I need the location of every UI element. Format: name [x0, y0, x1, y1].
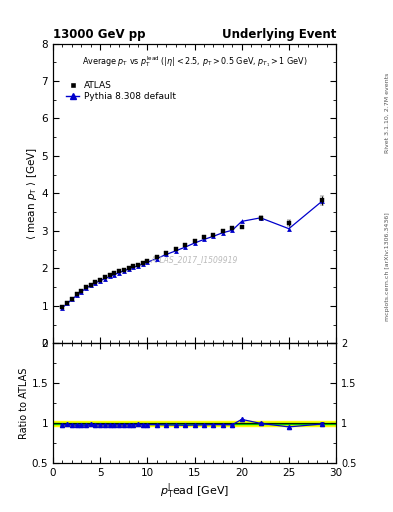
Point [130, 263, 136, 271]
Point [111, 270, 118, 279]
Point [59, 304, 66, 312]
Legend: ATLAS, Pythia 8.308 default: ATLAS, Pythia 8.308 default [63, 78, 179, 104]
Text: 13000 GeV pp: 13000 GeV pp [53, 28, 145, 41]
Point [125, 265, 132, 273]
Point [102, 274, 108, 283]
Point [78, 288, 84, 296]
Point [201, 236, 207, 244]
Point [220, 229, 226, 237]
Point [135, 262, 141, 270]
Text: Underlying Event: Underlying Event [222, 28, 336, 41]
Point [144, 258, 151, 266]
Point [92, 279, 99, 287]
Point [163, 250, 169, 259]
Point [191, 239, 198, 247]
Point [257, 214, 264, 222]
Point [286, 225, 292, 233]
Text: ATLAS_2017_I1509919: ATLAS_2017_I1509919 [151, 255, 238, 264]
Text: mcplots.cern.ch [arXiv:1306.3436]: mcplots.cern.ch [arXiv:1306.3436] [385, 212, 389, 321]
Point [121, 267, 127, 275]
Point [97, 276, 103, 285]
Point [154, 254, 160, 263]
Point [140, 260, 146, 268]
Point [173, 247, 179, 255]
Point [83, 284, 89, 292]
Point [116, 268, 122, 276]
X-axis label: $p_\mathrm{T}^\mathrm{l}$ead [GeV]: $p_\mathrm{T}^\mathrm{l}$ead [GeV] [160, 481, 229, 501]
Y-axis label: Ratio to ATLAS: Ratio to ATLAS [19, 368, 29, 439]
Point [182, 243, 188, 251]
Point [64, 300, 70, 308]
Point [73, 291, 80, 300]
Text: Rivet 3.1.10, 2.7M events: Rivet 3.1.10, 2.7M events [385, 73, 389, 153]
Point [229, 226, 235, 234]
Point [107, 272, 113, 281]
Point [319, 197, 325, 205]
Text: Average $p_\mathrm{T}$ vs $p_\mathrm{T}^\mathrm{lead}$ ($|\eta|<2.5$, $p_\mathrm: Average $p_\mathrm{T}$ vs $p_\mathrm{T}^… [82, 54, 307, 69]
Point [88, 281, 94, 289]
Point [210, 232, 217, 240]
Point [69, 295, 75, 304]
Y-axis label: $\langle$ mean $p_\mathrm{T}$ $\rangle$ [GeV]: $\langle$ mean $p_\mathrm{T}$ $\rangle$ … [25, 147, 39, 240]
Point [239, 217, 245, 225]
